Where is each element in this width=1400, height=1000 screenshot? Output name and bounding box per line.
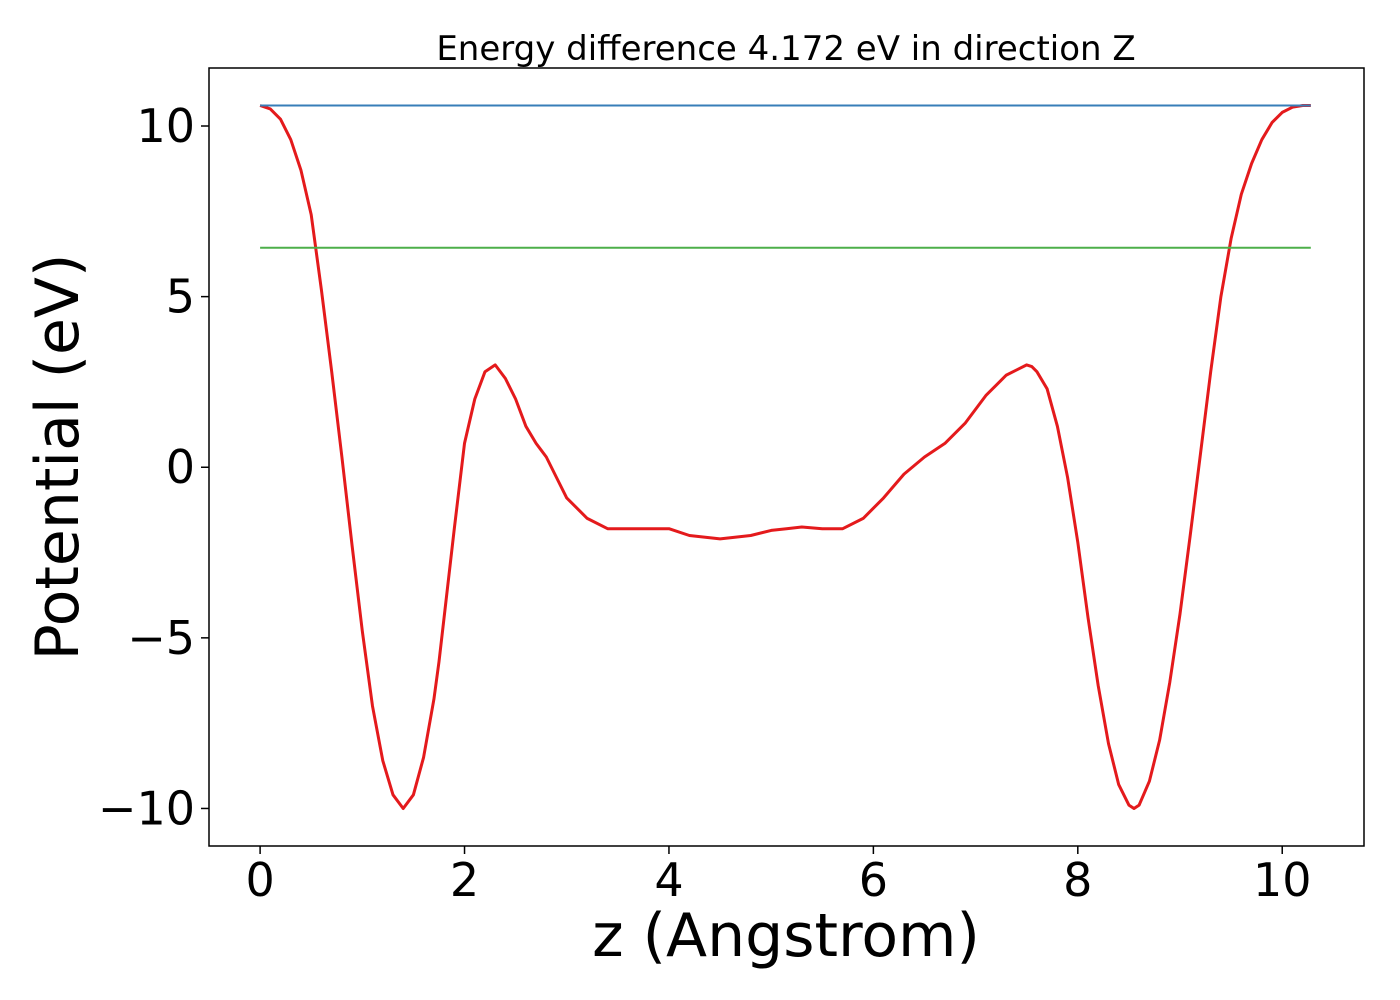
x-tick-label: 2 xyxy=(450,853,479,907)
series-layer xyxy=(259,104,1311,810)
y-tick-label: 5 xyxy=(166,270,195,324)
y-axis-label: Potential (eV) xyxy=(23,254,93,661)
potential-curve xyxy=(259,104,1311,810)
x-axis-ticks: 0 2 4 6 8 10 xyxy=(245,846,1312,907)
plot-area xyxy=(208,67,1365,847)
x-tick-label: 6 xyxy=(859,853,888,907)
chart-title: Energy difference 4.172 eV in direction … xyxy=(436,29,1135,69)
x-tick-label: 4 xyxy=(654,853,683,907)
y-tick-label: −10 xyxy=(98,781,195,835)
y-tick-label: −5 xyxy=(127,611,195,665)
y-tick-label: 10 xyxy=(136,99,195,153)
y-tick-label: 0 xyxy=(166,440,195,494)
axes-frame xyxy=(208,67,1365,847)
x-tick-label: 8 xyxy=(1063,853,1092,907)
x-tick-label: 0 xyxy=(245,853,274,907)
y-axis-ticks: −10 −5 0 5 10 xyxy=(98,99,209,835)
x-axis-label: z (Angstrom) xyxy=(592,901,980,971)
x-tick-label: 10 xyxy=(1253,853,1312,907)
